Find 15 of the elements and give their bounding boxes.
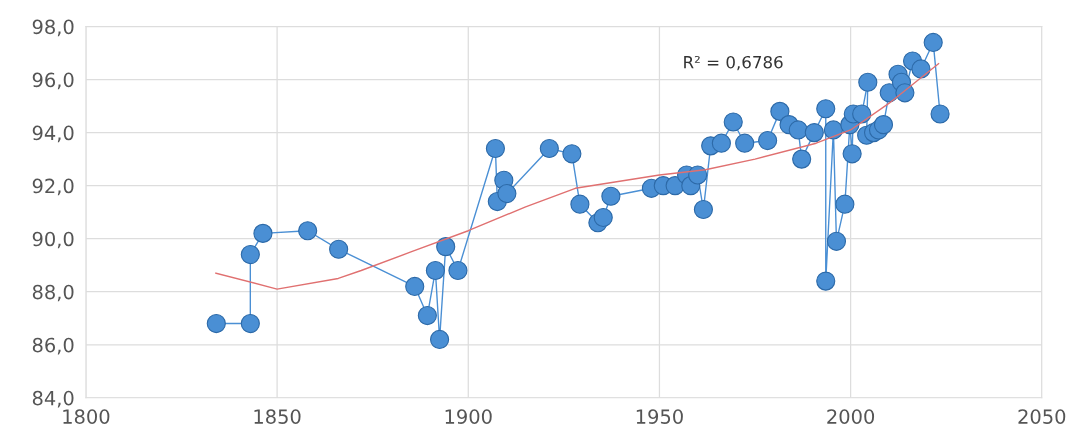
- x-tick-label: 1900: [445, 409, 492, 424]
- x-tick-label: 2000: [827, 409, 875, 424]
- y-tick-label: 98,0: [32, 19, 74, 37]
- y-tick-label: 90,0: [32, 231, 74, 249]
- x-tick-label: 2050: [1018, 409, 1066, 424]
- y-tick-label: 84,0: [32, 390, 74, 408]
- x-tick-label: 1950: [636, 409, 683, 424]
- x-tick-label: 1800: [63, 409, 110, 424]
- x-tick-label: 1850: [254, 409, 301, 424]
- y-tick-label: 96,0: [32, 72, 74, 90]
- y-tick-label: 86,0: [32, 337, 74, 355]
- y-tick-label: 88,0: [32, 284, 74, 302]
- y-tick-label: 92,0: [32, 178, 74, 196]
- annotation: R² = 0,6786: [684, 55, 783, 71]
- y-tick-label: 94,0: [32, 125, 74, 143]
